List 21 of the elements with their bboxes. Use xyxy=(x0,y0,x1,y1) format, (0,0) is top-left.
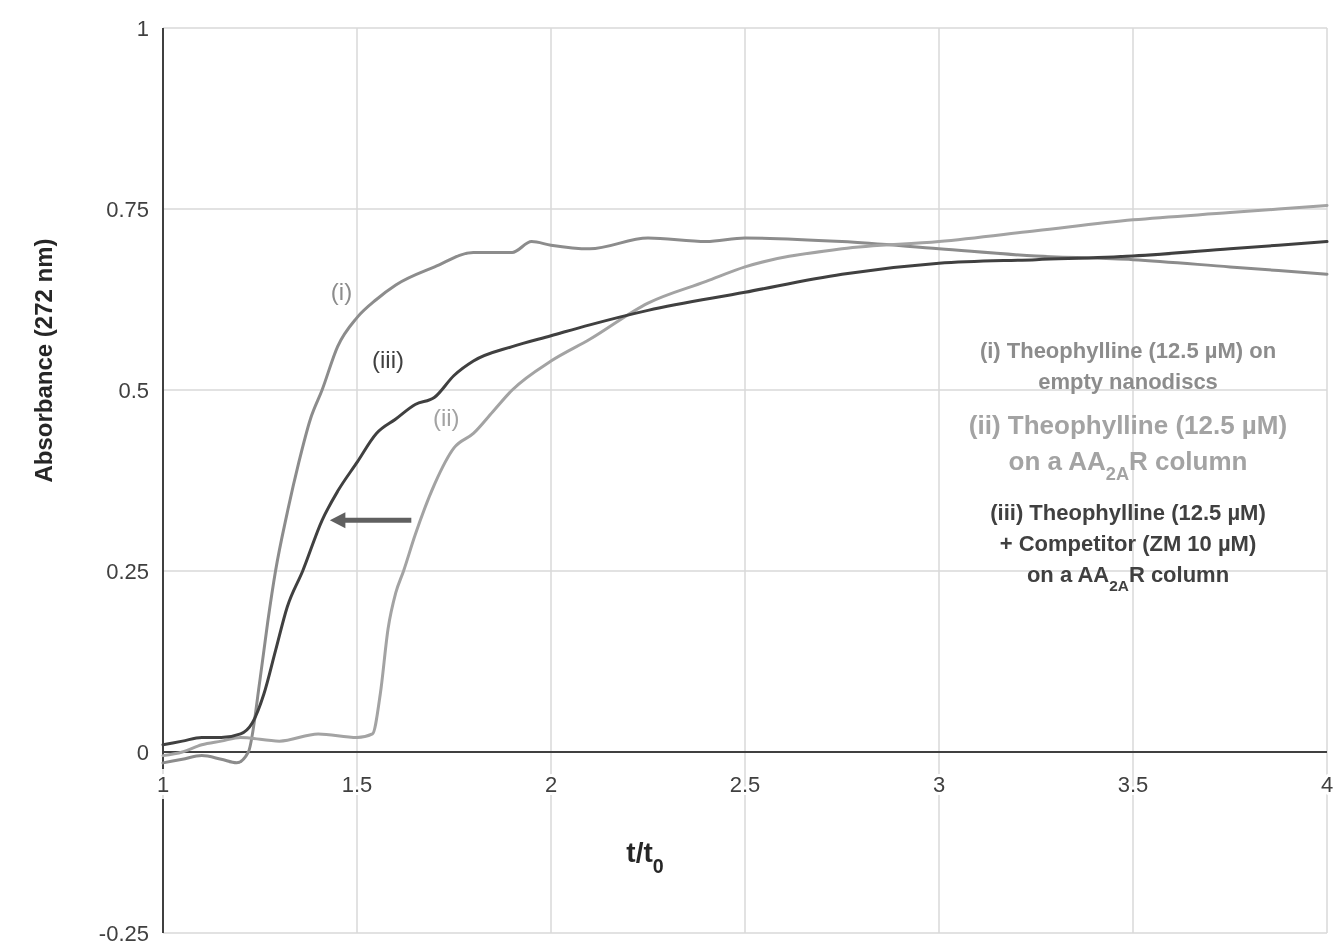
x-tick-label: 3 xyxy=(932,772,946,797)
annotation: (i) xyxy=(330,278,353,306)
text: (i) Theophylline (12.5 µM) on empty nanodiscs xyxy=(979,338,1277,394)
x-axis-title: t/t$_{0}$ xyxy=(626,837,664,877)
y-tick-label: 0.5 xyxy=(118,378,149,403)
y-tick-label: 1 xyxy=(136,16,149,41)
y-tick-label: 0 xyxy=(136,740,149,765)
x-tick-label: 3.5 xyxy=(1117,772,1149,797)
y-tick-label: 0.75 xyxy=(106,197,149,222)
x-tick-label: 1.5 xyxy=(341,772,373,797)
annotation: (iii) xyxy=(372,346,405,374)
x-tick-label: 1 xyxy=(156,772,170,797)
text: (iii) Theophylline (12.5 µM) + Competitor (ZM 10 µM) on a AA$_{2A}$R column xyxy=(990,500,1266,594)
x-tick-label: 2.5 xyxy=(729,772,761,797)
text: (ii) Theophylline (12.5 µM) on a AA$_{2A}$R column xyxy=(968,410,1288,484)
y-tick-label: 0.25 xyxy=(106,559,149,584)
y-tick-label: -0.25 xyxy=(98,921,149,946)
annotation: (ii) xyxy=(432,404,460,432)
x-tick-label: 4 xyxy=(1320,772,1334,797)
x-tick-label: 2 xyxy=(544,772,558,797)
y-axis-title: Absorbance (272 nm) xyxy=(30,238,57,483)
